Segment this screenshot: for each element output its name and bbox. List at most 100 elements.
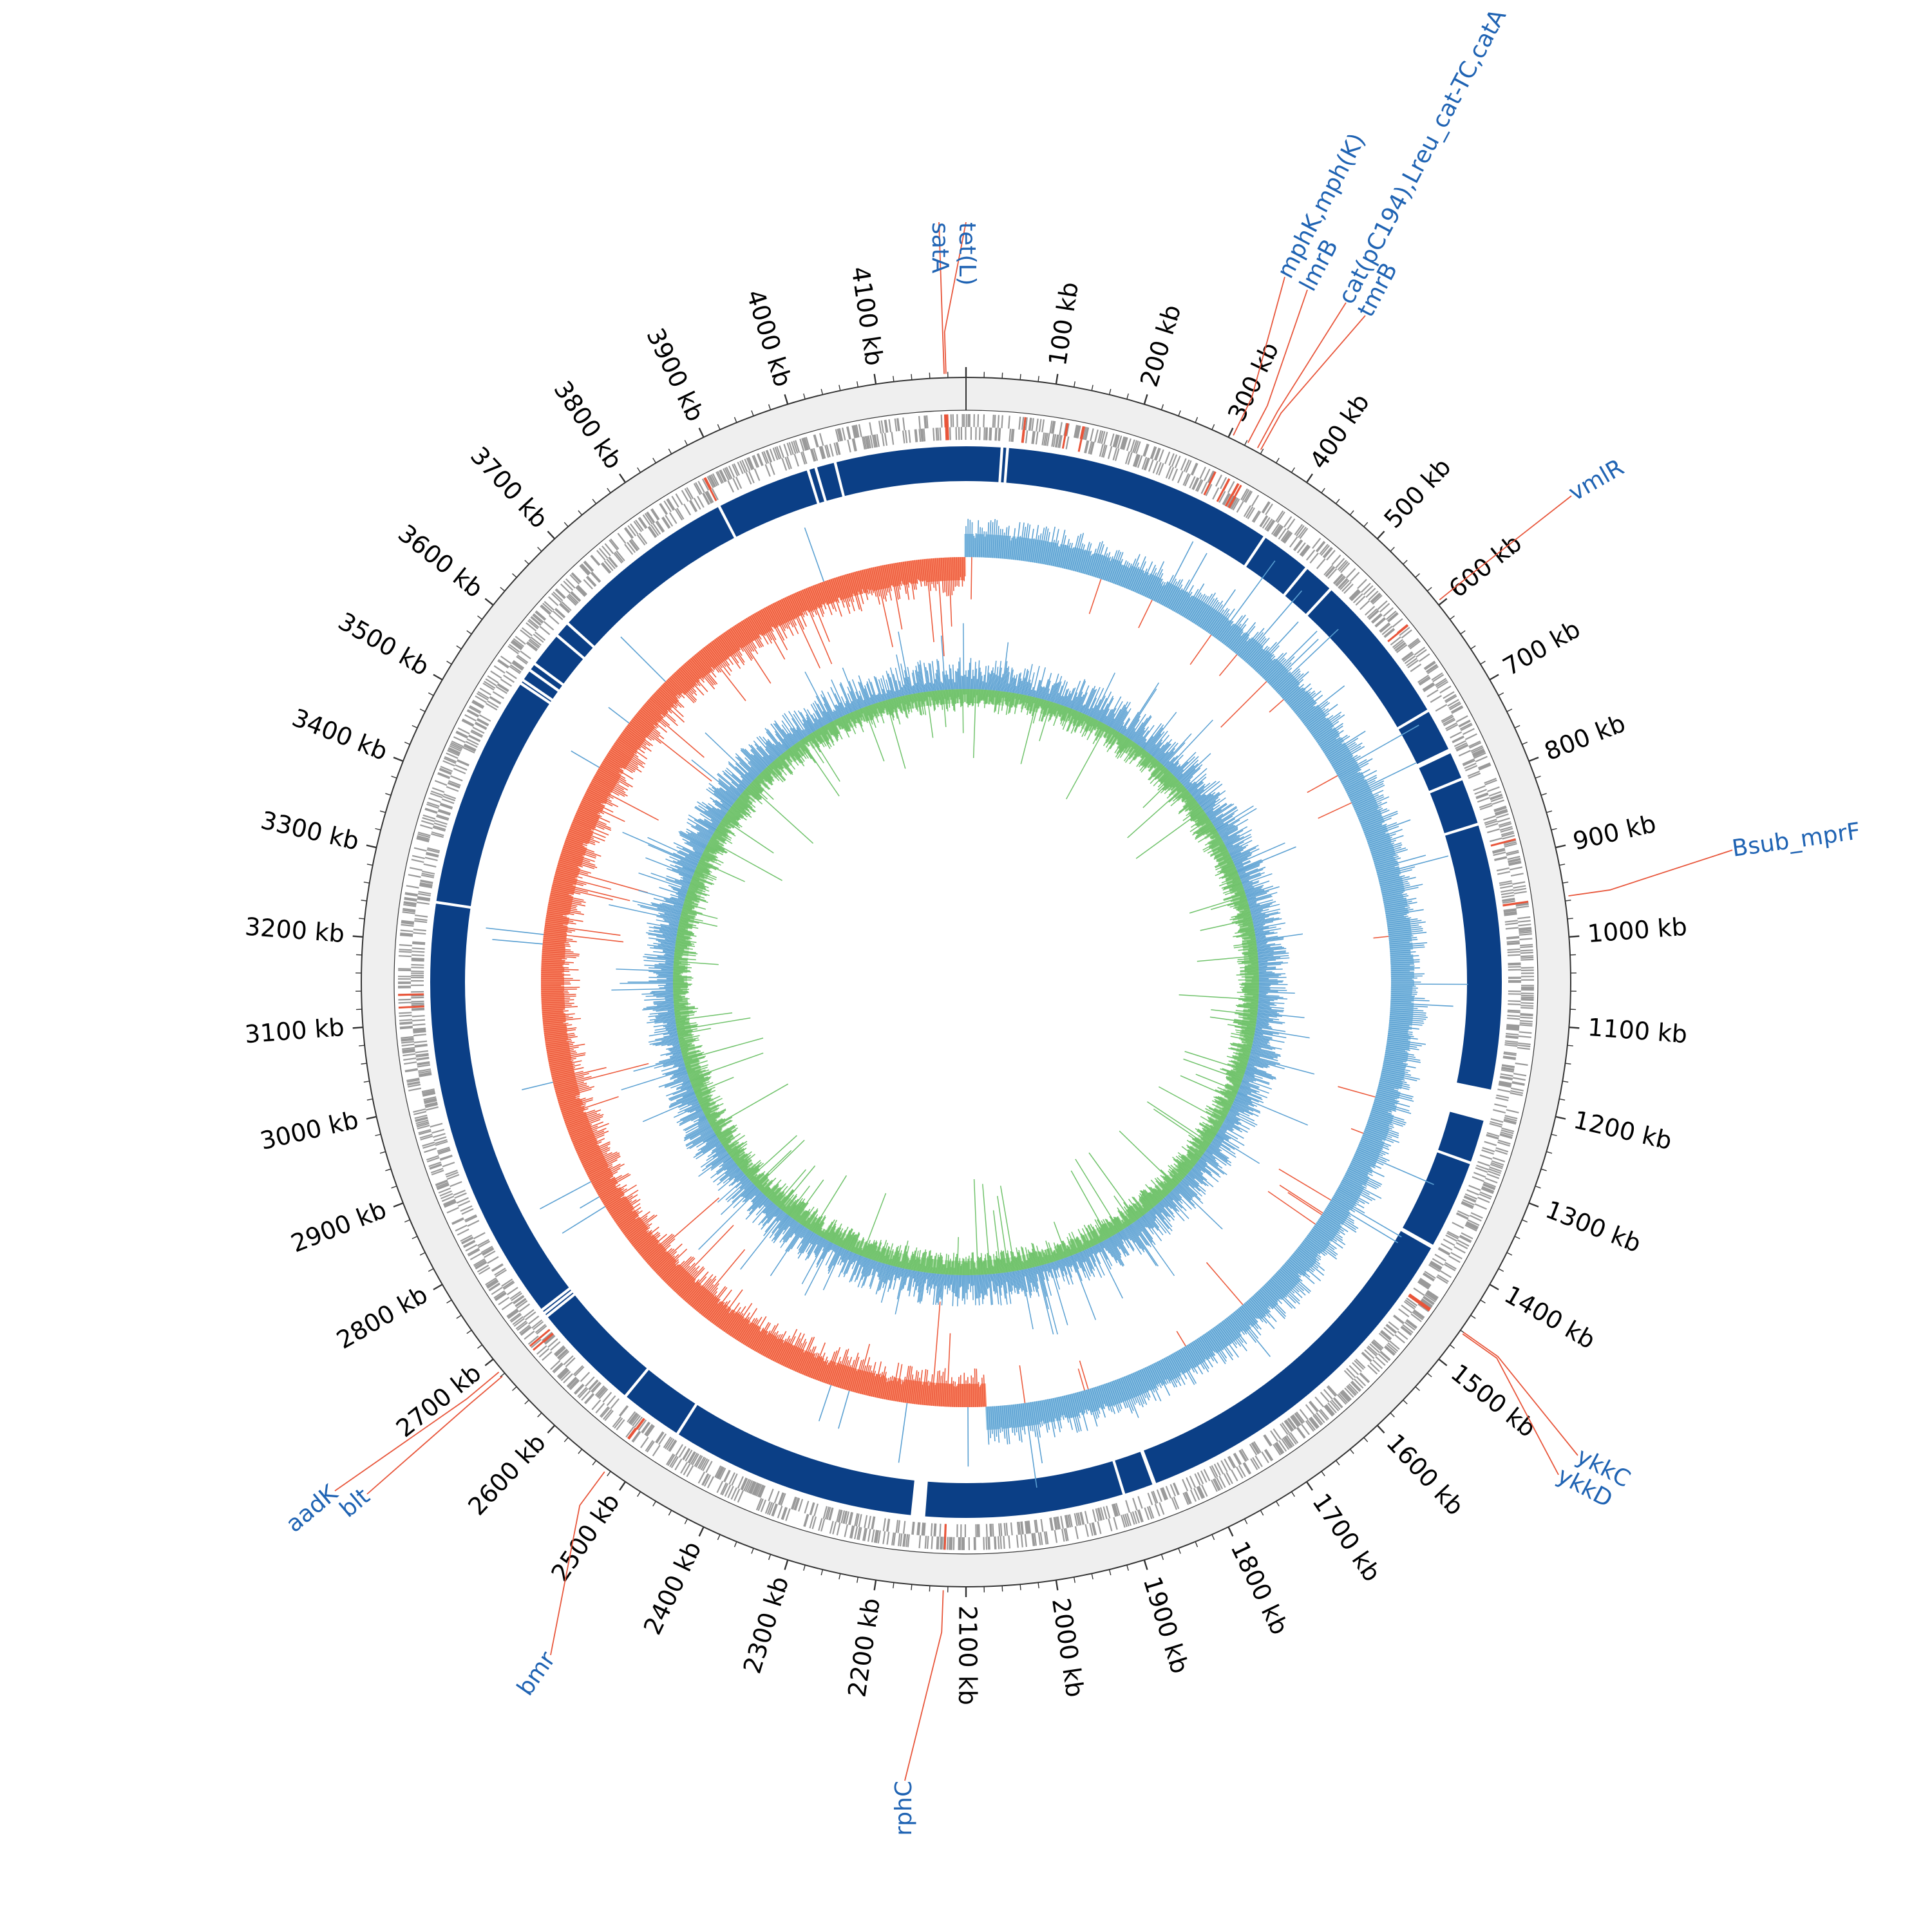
minor-tick (375, 1133, 381, 1137)
minor-tick (1546, 1151, 1553, 1154)
minor-tick (1449, 615, 1455, 620)
minor-tick (537, 1412, 542, 1417)
minor-tick (668, 1510, 672, 1516)
minor-tick (1321, 1471, 1325, 1477)
contig-segment (522, 681, 552, 702)
minor-tick (1562, 1081, 1569, 1083)
feature-hit (944, 414, 948, 440)
minor-tick (361, 1063, 367, 1065)
minor-tick (929, 372, 931, 379)
minor-tick (419, 1252, 426, 1256)
tick-label: 500 kb (1378, 453, 1456, 534)
minor-tick (1001, 1586, 1003, 1592)
minor-tick (1037, 375, 1039, 382)
contig-segment (1285, 569, 1330, 614)
minor-tick (684, 440, 688, 446)
minor-tick (1037, 1582, 1039, 1589)
contig-segment (1419, 753, 1462, 791)
tick-label: 1000 kb (1586, 913, 1688, 948)
minor-tick (1559, 1098, 1566, 1101)
minor-tick (537, 547, 542, 552)
feature-hit (398, 993, 424, 996)
minor-tick (1535, 775, 1541, 779)
feature-hit (1387, 624, 1409, 643)
major-tick (1143, 394, 1148, 405)
minor-tick (820, 388, 824, 395)
minor-tick (1540, 793, 1547, 796)
minor-tick (379, 1151, 386, 1154)
gene-label-leader (1247, 289, 1308, 443)
minor-tick (607, 1471, 611, 1477)
minor-tick (1470, 645, 1476, 650)
minor-tick (363, 1081, 370, 1083)
tick-label: 3400 kb (289, 703, 392, 766)
minor-tick (404, 1219, 410, 1223)
major-tick (1227, 428, 1234, 438)
minor-tick (768, 1554, 772, 1560)
minor-tick (1091, 1573, 1094, 1580)
feature-hit (703, 477, 717, 502)
tick-label: 2400 kb (638, 1537, 707, 1640)
major-tick (1528, 1202, 1539, 1208)
contig-segment (720, 470, 817, 537)
major-tick (1569, 935, 1580, 938)
gc-content-green-line (672, 688, 1260, 1276)
contig-segment (1398, 712, 1449, 764)
minor-tick (1506, 1252, 1513, 1256)
tick-label: 100 kb (1043, 280, 1084, 368)
tick-label: 3100 kb (243, 1013, 345, 1048)
contig-segment (1144, 1231, 1432, 1483)
minor-tick (363, 882, 370, 884)
gc-skew-positive-line (486, 518, 1468, 1488)
major-tick (1376, 1425, 1385, 1434)
tick-label: 3300 kb (258, 806, 362, 855)
minor-tick (1551, 828, 1557, 831)
minor-tick (652, 1501, 656, 1507)
major-tick (1489, 1283, 1499, 1291)
minor-tick (1403, 1399, 1408, 1405)
minor-tick (385, 1168, 392, 1171)
minor-tick (1562, 882, 1569, 884)
gene-label-leader (1463, 1332, 1578, 1456)
tick-label: 2000 kb (1046, 1596, 1090, 1700)
feature-hit (1203, 471, 1217, 496)
minor-tick (1426, 1372, 1432, 1378)
major-tick (1305, 1481, 1313, 1491)
minor-tick (1480, 1300, 1486, 1303)
tick-label: 3000 kb (258, 1106, 361, 1155)
minor-tick (564, 1437, 569, 1443)
contig-segment (627, 1370, 696, 1433)
minor-tick (803, 393, 806, 400)
minor-tick (1276, 1501, 1280, 1507)
tick-label: 1400 kb (1500, 1280, 1600, 1355)
gc-content-blue-line (609, 623, 1315, 1335)
minor-tick (1559, 864, 1566, 866)
minor-tick (578, 510, 583, 516)
minor-tick (838, 384, 841, 391)
gc-skew-negative-line (540, 556, 1389, 1408)
minor-tick (717, 1534, 721, 1540)
minor-tick (446, 1300, 452, 1303)
minor-tick (1535, 1186, 1541, 1189)
minor-tick (1390, 1412, 1395, 1417)
tick-label: 400 kb (1304, 388, 1375, 474)
minor-tick (838, 1573, 841, 1580)
gene-label-leader (1439, 495, 1572, 601)
minor-tick (1091, 384, 1094, 391)
minor-tick (1126, 1564, 1129, 1571)
minor-tick (1565, 900, 1571, 902)
minor-tick (428, 692, 434, 696)
feature-hit (1490, 838, 1517, 847)
minor-tick (1498, 1268, 1504, 1272)
minor-tick (391, 1186, 397, 1189)
minor-tick (1514, 724, 1520, 728)
tick-label: 1600 kb (1381, 1428, 1470, 1520)
major-tick (1305, 473, 1313, 483)
minor-tick (512, 573, 517, 578)
tick-label: 1800 kb (1225, 1537, 1294, 1640)
contig-segment (569, 507, 734, 646)
minor-tick (1565, 1063, 1571, 1065)
gene-label-leader (904, 1590, 944, 1781)
minor-tick (1522, 1219, 1528, 1223)
tick-label: 3500 kb (334, 607, 434, 681)
